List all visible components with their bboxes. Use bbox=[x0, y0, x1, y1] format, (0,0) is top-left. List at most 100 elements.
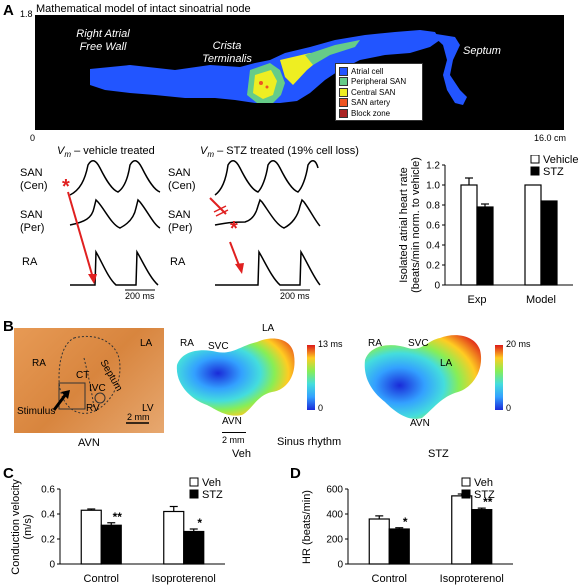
y-axis-title: HR (beats/min) bbox=[301, 490, 313, 564]
bar-stz bbox=[183, 530, 205, 565]
legend-swatch bbox=[339, 77, 348, 87]
veh-map-label-svc: SVC bbox=[208, 341, 229, 352]
veh-map-label-ra: RA bbox=[180, 338, 194, 349]
stz-activation-map bbox=[364, 335, 482, 419]
legend-label: Veh bbox=[202, 477, 221, 489]
y-tick-label: 600 bbox=[326, 485, 343, 496]
photo-scale-label: 2 mm bbox=[127, 412, 150, 422]
category-label: Isoproterenol bbox=[152, 573, 216, 585]
y-axis-title: (beats/min norm. to vehicle) bbox=[410, 157, 422, 293]
category-label: Control bbox=[372, 573, 407, 585]
veh-colorbar-bottom: 0 bbox=[318, 403, 324, 413]
legend-swatch bbox=[189, 489, 199, 499]
legend-label: Central SAN bbox=[351, 87, 396, 97]
legend-label: SAN artery bbox=[351, 98, 391, 108]
label-septum: Septum bbox=[463, 45, 501, 57]
row-label-ra-stz: RA bbox=[170, 256, 186, 268]
significance-marker: ** bbox=[113, 510, 123, 524]
veh-color-bar bbox=[307, 345, 315, 410]
stz-trace-title: Vm – STZ treated (19% cell loss) bbox=[200, 145, 359, 160]
veh-map-label-la: LA bbox=[262, 323, 275, 334]
row-label-ra-veh: RA bbox=[22, 256, 38, 268]
veh-colorbar-top: 13 ms bbox=[318, 339, 343, 349]
legend-label: STZ bbox=[543, 166, 564, 178]
photo-caption-avn: AVN bbox=[78, 437, 100, 449]
row-label-san-per-stz: SAN (Per) bbox=[168, 209, 193, 234]
model-legend-item: SAN artery bbox=[339, 98, 419, 109]
model-legend: Atrial cell Peripheral SAN Central SAN SAN … bbox=[335, 63, 423, 121]
sinoatrial-model-map bbox=[90, 30, 467, 105]
legend-swatch bbox=[189, 477, 199, 487]
bar-stz bbox=[471, 509, 493, 565]
action-potential-traces bbox=[67, 160, 321, 291]
significance-marker: * bbox=[403, 515, 408, 529]
model-x-end: 16.0 cm bbox=[534, 133, 567, 143]
heart-photo-outline bbox=[52, 335, 149, 424]
model-legend-item: Peripheral SAN bbox=[339, 77, 419, 88]
veh-scale-bar bbox=[222, 432, 246, 433]
y-axis-title: (m/s) bbox=[22, 514, 34, 539]
model-legend-item: Block zone bbox=[339, 108, 419, 119]
legend-label: STZ bbox=[202, 489, 223, 501]
legend-label: Veh bbox=[474, 477, 493, 489]
y-tick-label: 1.2 bbox=[426, 161, 440, 172]
y-tick-label: 0 bbox=[337, 560, 343, 571]
row-label-san-per-veh: SAN (Per) bbox=[20, 209, 45, 234]
legend-swatch bbox=[461, 477, 471, 487]
row-label-san-cen-veh: SAN (Cen) bbox=[20, 167, 48, 192]
legend-swatch bbox=[339, 98, 348, 108]
y-tick-label: 0.4 bbox=[426, 241, 440, 252]
legend-label: Peripheral SAN bbox=[351, 77, 407, 87]
asterisk-vehicle: * bbox=[62, 176, 70, 198]
veh-map-caption: Veh bbox=[232, 448, 251, 460]
y-axis-title: Conduction velocity bbox=[10, 479, 22, 575]
photo-label-lv: LV bbox=[142, 403, 154, 414]
veh-map-label-avn: AVN bbox=[222, 416, 242, 427]
model-x-start: 0 bbox=[30, 133, 36, 143]
stz-map-caption: STZ bbox=[428, 448, 449, 460]
y-tick-label: 0.6 bbox=[426, 221, 440, 232]
legend-swatch bbox=[339, 87, 348, 97]
bar-vehicle bbox=[524, 184, 542, 286]
legend-swatch bbox=[339, 66, 348, 76]
bar-veh bbox=[80, 509, 102, 565]
scale-200ms-veh: 200 ms bbox=[125, 291, 155, 301]
photo-label-stimulus: Stimulus bbox=[17, 406, 56, 417]
heart-photo: RA CT Septum IVC LA LV RV Stimulus 2 mm bbox=[14, 328, 164, 433]
photo-label-ra: RA bbox=[32, 358, 46, 369]
significance-marker: * bbox=[197, 516, 202, 530]
veh-activation-map bbox=[176, 338, 295, 416]
label-right-atrial-free-wall: Right Atrial Free Wall bbox=[76, 28, 130, 53]
photo-label-la: LA bbox=[140, 338, 153, 349]
stz-map-label-ra: RA bbox=[368, 338, 382, 349]
panel-a-letter: A bbox=[3, 2, 14, 19]
stz-map-label-avn: AVN bbox=[410, 418, 430, 429]
stz-colorbar-bottom: 0 bbox=[506, 403, 512, 413]
panel-a-title: Mathematical model of intact sinoatrial … bbox=[36, 3, 251, 15]
legend-swatch bbox=[530, 155, 540, 164]
bar-veh bbox=[163, 510, 185, 565]
photo-label-ivc: IVC bbox=[89, 383, 106, 394]
y-tick-label: 400 bbox=[326, 510, 343, 521]
y-tick-label: 200 bbox=[326, 535, 343, 546]
bar-stz bbox=[540, 200, 558, 286]
panel-b-letter: B bbox=[3, 318, 14, 335]
legend-swatch bbox=[339, 108, 348, 118]
y-tick-label: 0.8 bbox=[426, 201, 440, 212]
vehicle-trace-title: Vm – vehicle treated bbox=[57, 145, 155, 160]
category-label: Model bbox=[526, 294, 556, 306]
y-tick-label: 0 bbox=[434, 281, 440, 292]
photo-label-rv: RV bbox=[86, 403, 100, 414]
bar-veh bbox=[451, 495, 473, 565]
legend-label: Atrial cell bbox=[351, 66, 384, 76]
y-tick-label: 0.6 bbox=[41, 485, 55, 496]
model-y-top: 1.8 bbox=[20, 9, 33, 19]
panel-d-letter: D bbox=[290, 465, 301, 482]
y-tick-label: 0 bbox=[49, 560, 55, 571]
legend-swatch bbox=[530, 166, 540, 176]
stz-colorbar-top: 20 ms bbox=[506, 339, 531, 349]
category-label: Control bbox=[84, 573, 119, 585]
